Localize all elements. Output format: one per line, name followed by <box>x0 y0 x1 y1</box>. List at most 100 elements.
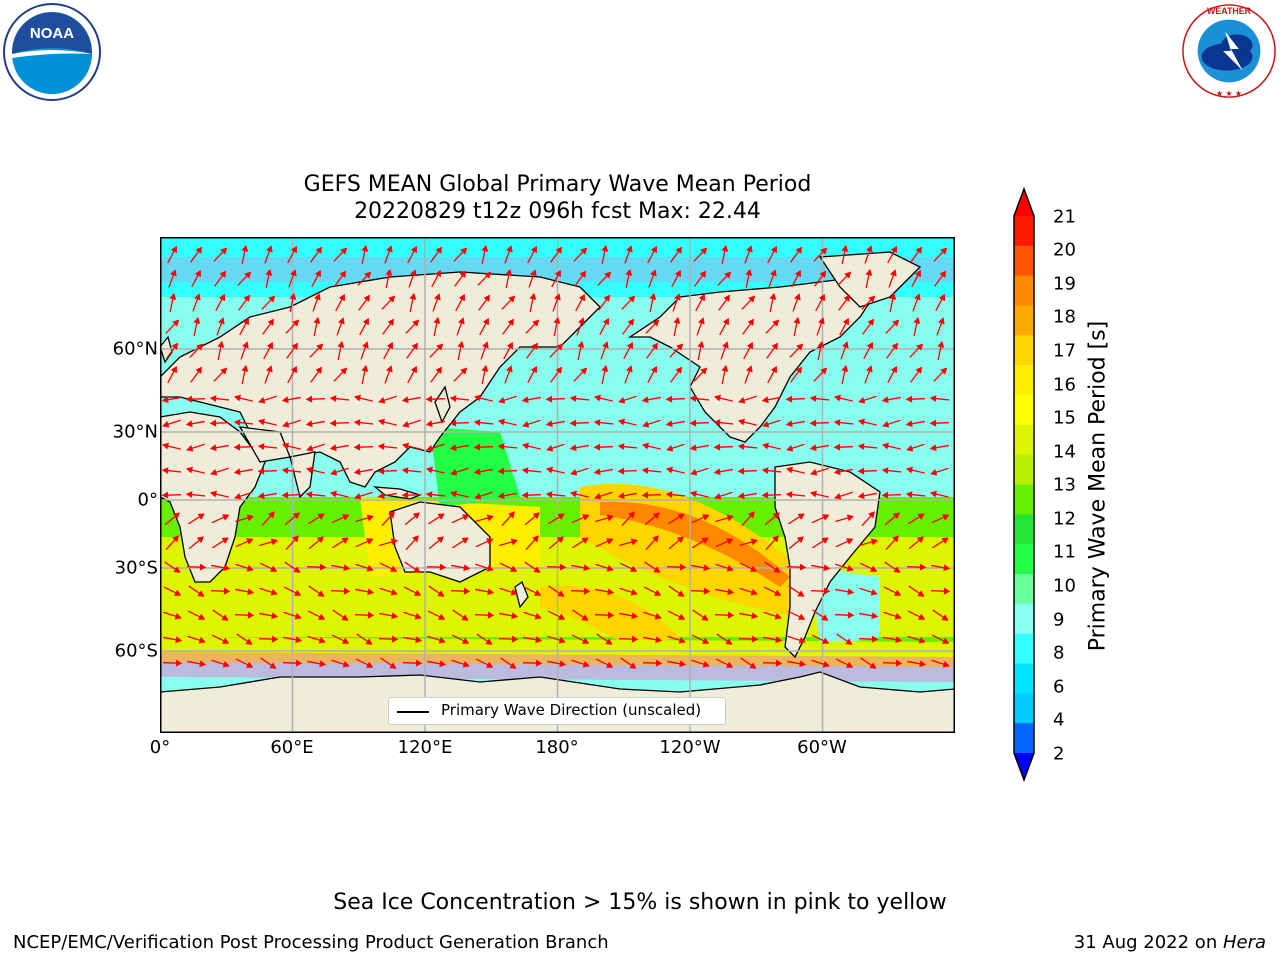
wave-arrow-head <box>846 661 854 668</box>
colorbar-tick: 21 <box>1053 206 1076 228</box>
colorbar-label: Primary Wave Mean Period [s] <box>1085 320 1111 652</box>
lat-tick: 30°S <box>114 557 158 579</box>
wave-arrow-head <box>462 514 470 521</box>
wave-arrow-head <box>257 443 265 451</box>
wave-arrow-head <box>774 589 782 596</box>
wave-arrow-head <box>329 444 337 452</box>
wave-arrow-head <box>605 638 613 645</box>
wave-arrow-head <box>362 317 369 326</box>
wave-arrow-head <box>315 366 323 374</box>
wave-arrow-head <box>267 318 275 326</box>
wave-arrow-head <box>726 538 734 545</box>
wave-arrow-head <box>414 589 422 596</box>
wave-arrow-head <box>750 565 758 572</box>
colorbar-band <box>1014 544 1034 575</box>
wave-arrow-head <box>305 466 314 474</box>
wave-arrow-head <box>511 612 519 620</box>
wave-arrow-head <box>221 614 229 621</box>
wave-arrow-head <box>473 394 482 402</box>
wave-arrow-head <box>281 396 289 404</box>
wave-arrow-head <box>305 420 313 428</box>
wave-arrow-head <box>401 442 410 450</box>
wave-arrow-head <box>842 317 849 326</box>
wave-arrow-head <box>870 565 878 572</box>
wave-arrow-head <box>942 514 950 521</box>
colorbar-band <box>1014 603 1034 635</box>
wave-arrow-head <box>941 614 949 621</box>
wave-arrow-head <box>940 247 948 255</box>
wave-arrow-head <box>606 538 614 545</box>
wave-arrow-head <box>439 563 447 571</box>
wave-arrow-head <box>401 467 409 475</box>
wave-arrow-head <box>457 340 465 348</box>
wave-arrow-head <box>246 514 254 522</box>
wave-arrow-head <box>737 467 745 475</box>
wave-arrow-head <box>650 269 657 277</box>
wave-arrow-head <box>697 340 705 348</box>
svg-text:★ ★ ★: ★ ★ ★ <box>1216 89 1242 98</box>
wave-arrow-head <box>353 394 362 402</box>
wave-arrow-head <box>809 395 817 403</box>
wave-arrow-head <box>675 366 683 374</box>
wave-arrow-head <box>266 341 273 350</box>
wave-arrow-head <box>882 420 890 428</box>
wave-arrow-head <box>209 490 218 498</box>
wave-arrow-head <box>773 566 781 573</box>
wave-arrow-head <box>175 659 183 667</box>
wave-arrow-head <box>869 662 877 669</box>
wave-arrow-head <box>199 563 207 571</box>
wave-arrow-head <box>665 420 673 428</box>
wave-arrow-head <box>654 612 662 620</box>
wave-arrow-head <box>916 343 924 351</box>
wave-arrow-head <box>367 588 375 596</box>
wave-arrow-head <box>630 588 638 596</box>
wave-arrow-head <box>626 245 633 253</box>
wave-arrow-head <box>497 418 506 426</box>
wave-arrow-head <box>314 269 321 278</box>
wave-arrow-head <box>481 364 489 372</box>
wave-arrow-head <box>894 612 902 620</box>
wave-arrow-head <box>366 514 374 522</box>
wave-arrow-head <box>319 660 327 668</box>
wave-arrow-head <box>627 318 635 326</box>
wave-arrow-head <box>317 513 325 520</box>
wave-arrow-head <box>722 341 729 349</box>
wave-arrow-head <box>917 590 925 597</box>
colorbar-band <box>1014 514 1034 545</box>
wave-arrow-head <box>626 341 633 350</box>
wave-arrow-head <box>865 268 873 276</box>
wave-arrow-head <box>330 468 338 476</box>
wave-arrow-head <box>652 512 660 520</box>
wave-arrow-head <box>411 342 419 350</box>
wave-arrow-head <box>809 444 817 452</box>
wave-arrow-head <box>366 538 374 545</box>
wave-arrow-head <box>629 662 637 669</box>
wave-arrow-head <box>665 395 673 403</box>
wave-arrow-head <box>460 247 468 255</box>
wave-arrow-head <box>558 613 566 620</box>
wave-arrow-head <box>531 342 539 350</box>
wave-arrow-head <box>217 340 225 348</box>
wave-arrow-head <box>366 661 374 668</box>
wave-arrow-head <box>535 636 543 644</box>
wave-arrow-head <box>905 420 913 428</box>
run-date-text: 31 Aug 2022 on <box>1073 932 1223 953</box>
wave-arrow-head <box>530 365 537 374</box>
wave-arrow-head <box>894 589 902 596</box>
wave-arrow-head <box>438 636 446 644</box>
wave-arrow-head <box>343 587 351 595</box>
lat-tick: 60°N <box>112 338 158 360</box>
wave-arrow-head <box>858 396 866 404</box>
wave-arrow-head <box>449 419 457 427</box>
wave-arrow-head <box>890 365 897 374</box>
wave-arrow-head <box>569 444 577 452</box>
wave-arrow-head <box>871 612 879 620</box>
colorbar-band <box>1014 305 1034 336</box>
colorbar-tick: 13 <box>1053 474 1076 496</box>
wave-arrow-head <box>810 468 818 476</box>
wave-arrow-head <box>257 418 266 426</box>
wave-arrow-head <box>866 245 873 253</box>
wave-arrow-head <box>194 269 201 278</box>
wave-arrow-head <box>173 566 181 573</box>
wave-arrow-head <box>747 318 755 326</box>
